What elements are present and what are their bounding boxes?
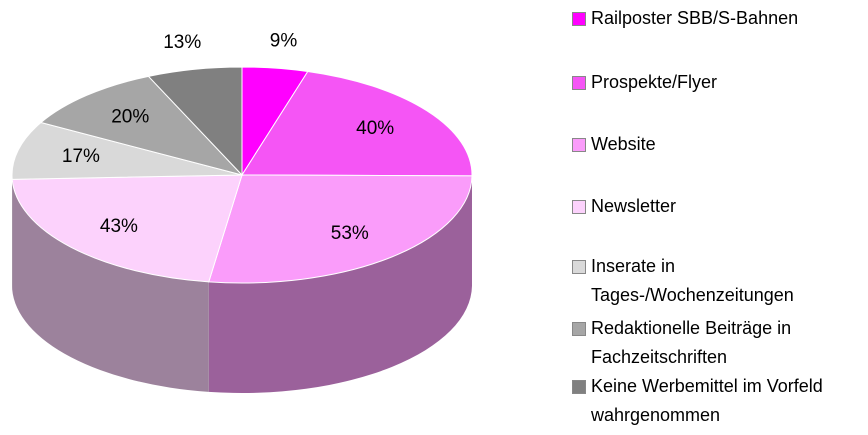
legend-label: Newsletter <box>591 196 677 216</box>
legend-swatch <box>572 76 586 90</box>
legend-label: Railposter SBB/S-Bahnen <box>591 8 799 28</box>
legend-item: Inserate in Tages-/Wochenzeitungen <box>572 252 868 310</box>
legend-swatch <box>572 12 586 26</box>
legend-item: Website <box>572 130 868 159</box>
legend-label: Prospekte/Flyer <box>591 72 718 92</box>
slice <box>39 75 244 176</box>
legend-label: Inserate in Tages-/Wochenzeitungen <box>591 256 794 305</box>
legend-swatch <box>572 380 586 394</box>
slice <box>147 66 243 177</box>
slice <box>11 121 243 180</box>
data-label: 53% <box>331 223 369 244</box>
data-label: 17% <box>62 146 100 167</box>
legend-item: Railposter SBB/S-Bahnen <box>572 4 868 33</box>
legend-label: Website <box>591 134 656 154</box>
data-label: 13% <box>163 32 201 53</box>
legend-swatch <box>572 138 586 152</box>
legend-item: Redaktionelle Beiträge in Fachzeitschrif… <box>572 314 868 372</box>
legend-swatch <box>572 200 586 214</box>
legend-swatch <box>572 260 586 274</box>
pie-area: 9% 40% 53% 43% 17% 20% 13% <box>11 30 473 393</box>
slice <box>208 174 473 284</box>
data-label: 40% <box>356 118 394 139</box>
slice <box>11 174 243 283</box>
legend-item: Newsletter <box>572 192 868 221</box>
slice-side <box>12 179 209 392</box>
data-label: 9% <box>270 30 298 51</box>
legend-item: Prospekte/Flyer <box>572 68 868 97</box>
data-label: 20% <box>111 107 149 128</box>
legend-label: Redaktionelle Beiträge in Fachzeitschrif… <box>591 318 792 367</box>
legend-label: Keine Werbemittel im Vorfeld wahrgenomme… <box>591 376 823 425</box>
slice <box>241 70 473 177</box>
slice-side <box>208 175 472 393</box>
legend-item: Keine Werbemittel im Vorfeld wahrgenomme… <box>572 372 868 430</box>
legend-swatch <box>572 322 586 336</box>
data-label: 43% <box>100 216 138 237</box>
